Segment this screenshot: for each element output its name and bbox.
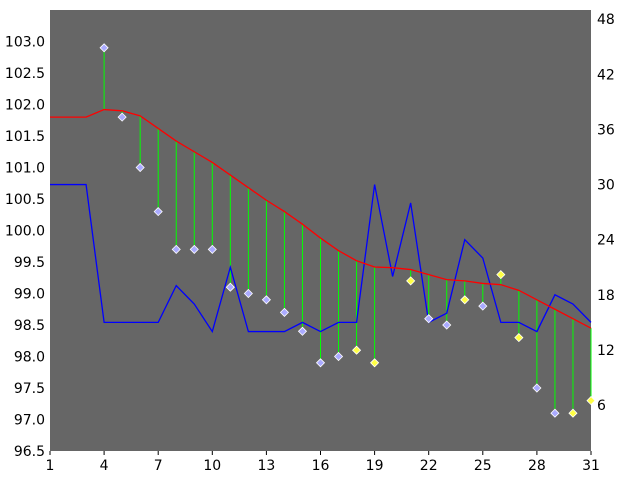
data-point — [261, 295, 271, 305]
y-tick-label: 97.5 — [14, 381, 45, 397]
series-lines — [50, 108, 592, 334]
y2-tick-label: 36 — [597, 122, 615, 138]
y-tick-label: 99.0 — [14, 287, 45, 303]
y-tick-label: 103.0 — [5, 35, 45, 51]
data-points — [99, 43, 596, 418]
x-tick-label: 19 — [366, 458, 384, 474]
plot-area — [50, 10, 591, 451]
count-series-line — [50, 183, 592, 334]
y-tick-label: 102.5 — [5, 66, 45, 82]
y-tick-label: 98.5 — [14, 318, 45, 334]
data-point — [496, 270, 506, 280]
y-tick-label: 100.5 — [5, 192, 45, 208]
y-tick-label: 97.0 — [14, 413, 45, 429]
data-point — [135, 162, 145, 173]
y-tick-label: 100.0 — [5, 224, 45, 240]
y-tick-label: 99.5 — [14, 255, 45, 271]
y-tick-label: 102.0 — [5, 98, 45, 114]
y-tick-label: 101.0 — [5, 161, 45, 177]
data-point — [333, 351, 344, 362]
data-point — [99, 43, 109, 53]
data-point — [478, 301, 488, 311]
data-point — [514, 333, 524, 343]
data-point — [297, 326, 308, 336]
data-point — [370, 358, 380, 368]
data-point — [568, 408, 578, 418]
data-point — [406, 276, 416, 286]
x-tick-label: 7 — [154, 458, 163, 474]
data-point — [189, 244, 199, 254]
y2-tick-label: 42 — [597, 67, 615, 83]
data-point — [442, 320, 452, 330]
data-point — [550, 408, 560, 418]
data-point — [225, 282, 235, 292]
moving-average-line — [50, 108, 592, 329]
x-tick-label: 25 — [474, 458, 492, 474]
data-point — [315, 358, 326, 368]
y2-tick-label: 30 — [597, 178, 615, 194]
x-tick-label: 1 — [46, 458, 55, 474]
y-tick-label: 101.5 — [5, 129, 45, 145]
x-tick-label: 16 — [312, 458, 330, 474]
x-tick-label: 22 — [420, 458, 438, 474]
axis-ticks: 96.5 97.0 97.5 98.0 98.5 99.0 99.5 100.0 100.5 10… — [5, 12, 615, 474]
x-tick-label: 13 — [257, 458, 275, 474]
data-point — [207, 244, 217, 254]
connector-lines — [103, 47, 592, 414]
data-point — [171, 244, 181, 254]
y2-tick-label: 18 — [597, 288, 615, 304]
data-point — [243, 288, 253, 299]
data-point — [352, 345, 362, 355]
x-tick-label: 4 — [100, 458, 109, 474]
x-tick-label: 28 — [528, 458, 546, 474]
y2-tick-label: 48 — [597, 12, 615, 28]
y-tick-label: 98.0 — [14, 350, 45, 366]
data-point — [460, 295, 470, 305]
x-tick-label: 31 — [582, 458, 600, 474]
data-point — [117, 112, 127, 122]
data-point — [424, 314, 434, 324]
y2-tick-label: 12 — [597, 343, 615, 359]
data-point — [532, 383, 542, 393]
data-point — [279, 307, 289, 317]
y-tick-label: 96.5 — [14, 444, 45, 460]
y2-tick-label: 6 — [597, 398, 606, 414]
data-point — [586, 396, 596, 406]
y2-tick-label: 24 — [597, 233, 615, 249]
data-point — [153, 207, 163, 217]
x-tick-label: 10 — [203, 458, 221, 474]
